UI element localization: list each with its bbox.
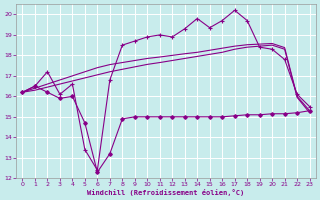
X-axis label: Windchill (Refroidissement éolien,°C): Windchill (Refroidissement éolien,°C) — [87, 189, 245, 196]
